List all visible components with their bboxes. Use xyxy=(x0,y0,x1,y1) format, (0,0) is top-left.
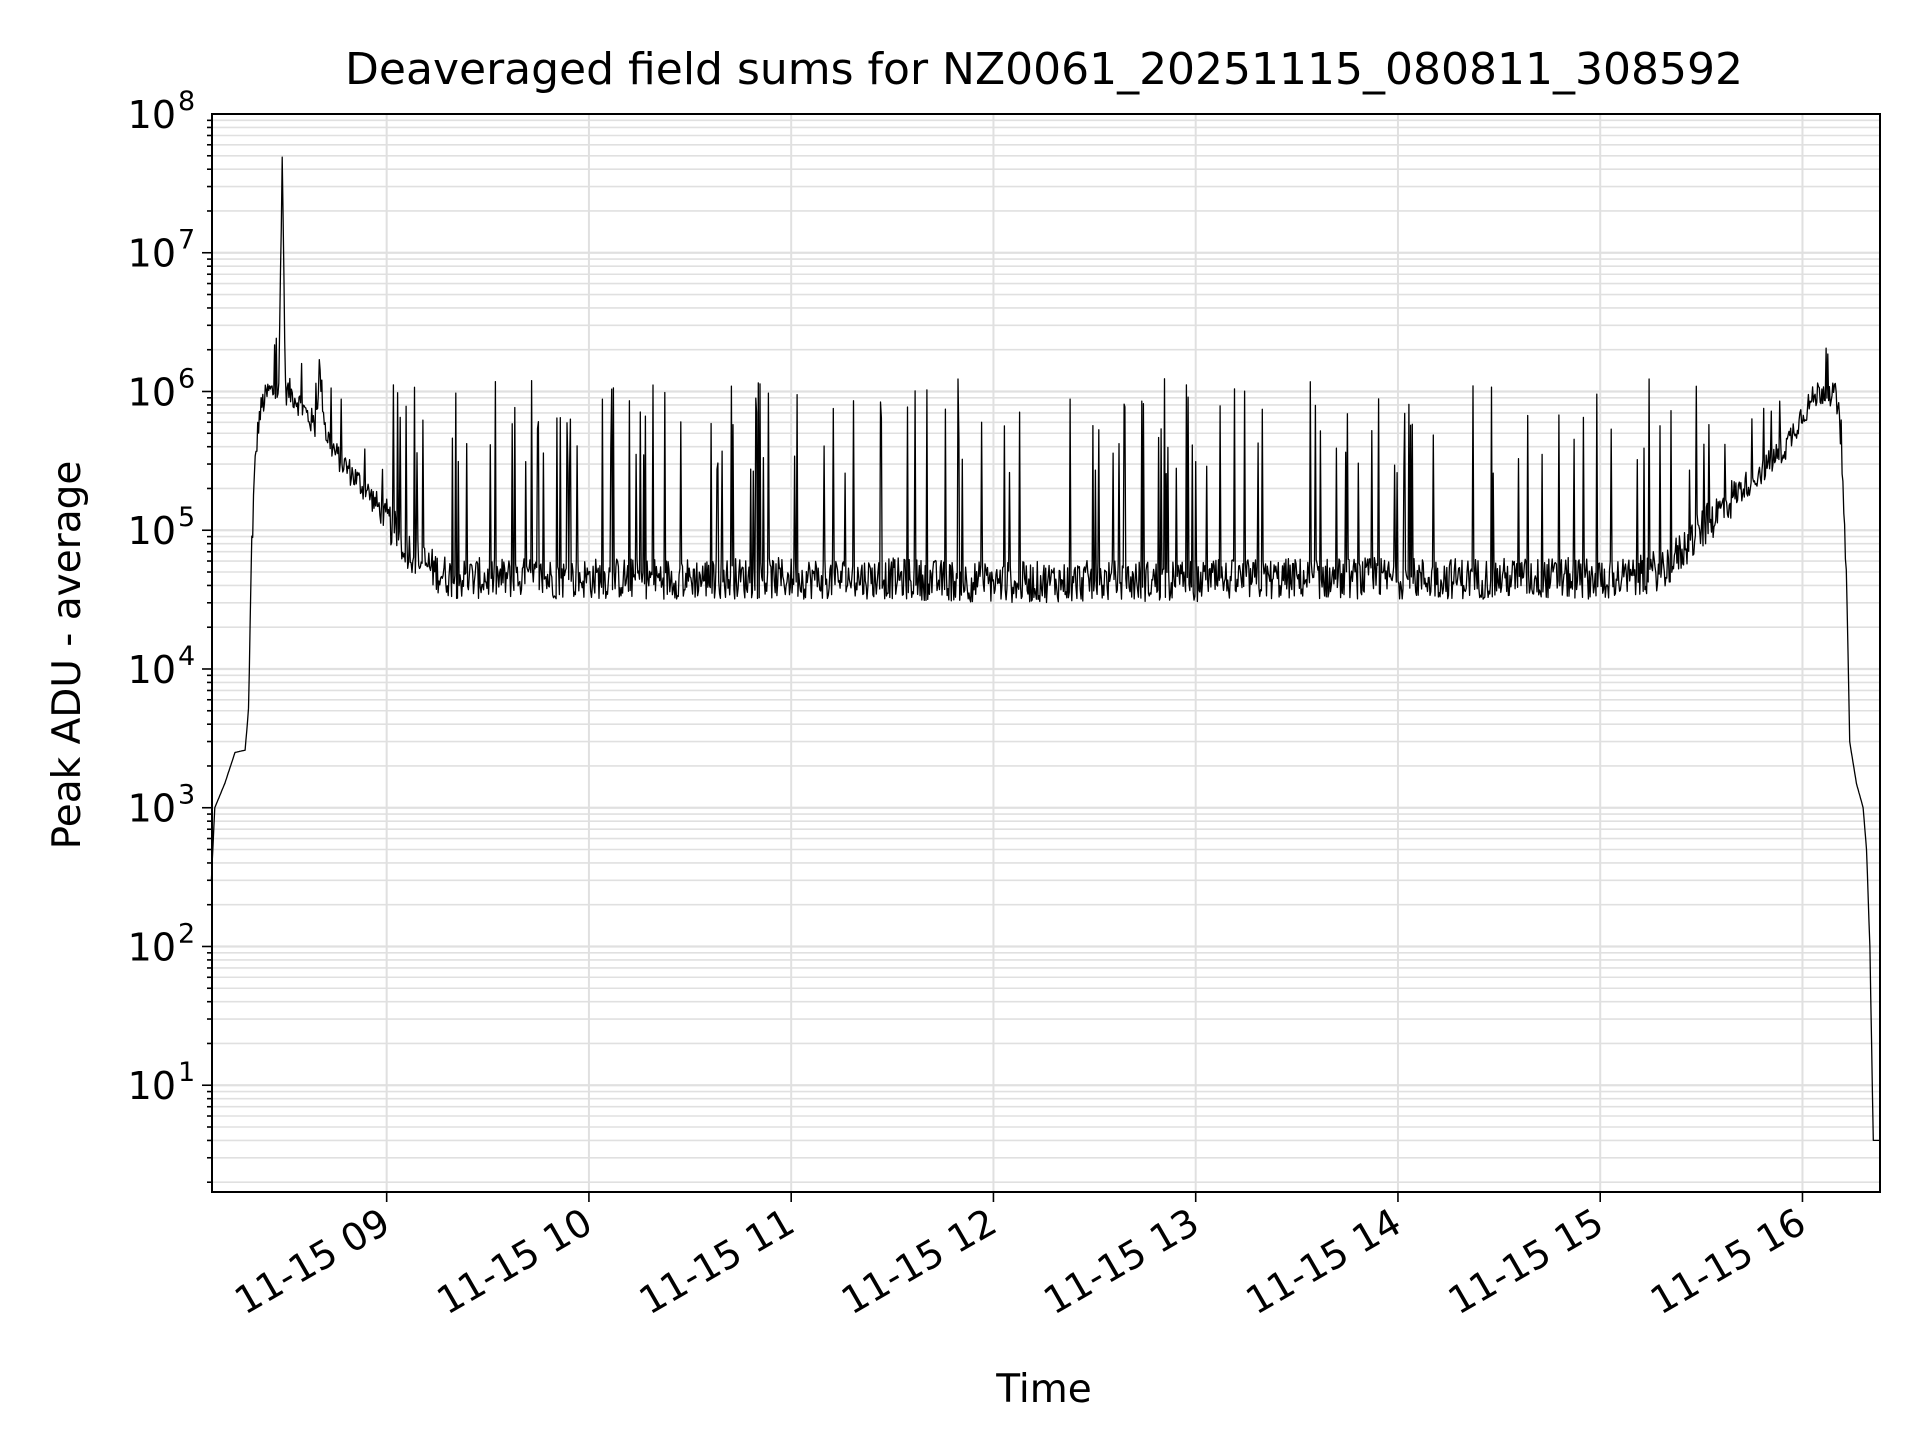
y-tick-base: 10 xyxy=(128,93,176,137)
y-tick-exponent: 3 xyxy=(178,780,195,811)
x-tick-label: 11-15 10 xyxy=(429,1200,599,1324)
y-tick-exponent: 7 xyxy=(178,225,195,256)
y-tick-exponent: 5 xyxy=(178,502,195,533)
y-tick-base: 10 xyxy=(128,509,176,553)
y-tick-base: 10 xyxy=(128,925,176,969)
y-tick-label: 10 8 xyxy=(128,86,196,137)
y-tick-exponent: 6 xyxy=(178,363,195,394)
series-layer xyxy=(210,156,1880,1142)
x-tick-label: 11-15 16 xyxy=(1643,1200,1813,1324)
x-tick-label: 11-15 11 xyxy=(632,1200,802,1324)
x-axis: 11-15 09 11-15 10 11-15 11 11-15 12 11-15 13… xyxy=(227,1192,1813,1323)
y-tick-label: 10 2 xyxy=(128,918,196,969)
y-tick-base: 10 xyxy=(128,370,176,414)
y-tick-label: 10 7 xyxy=(128,225,196,276)
x-tick-label: 11-15 13 xyxy=(1036,1200,1206,1324)
y-tick-base: 10 xyxy=(128,1064,176,1108)
x-tick-label: 11-15 14 xyxy=(1238,1200,1408,1324)
y-tick-exponent: 8 xyxy=(178,86,195,117)
y-tick-label: 10 4 xyxy=(128,641,196,692)
y-tick-exponent: 2 xyxy=(178,918,195,949)
y-tick-label: 10 5 xyxy=(128,502,196,553)
chart-title: Deaveraged field sums for NZ0061_2025111… xyxy=(345,44,1743,95)
x-tick-label: 11-15 12 xyxy=(834,1200,1004,1324)
y-tick-label: 10 1 xyxy=(128,1057,196,1108)
y-tick-label: 10 3 xyxy=(128,780,196,831)
y-tick-exponent: 1 xyxy=(178,1057,195,1088)
y-tick-label: 10 6 xyxy=(128,363,196,414)
y-tick-base: 10 xyxy=(128,648,176,692)
plot-frame xyxy=(211,113,1881,1193)
y-tick-base: 10 xyxy=(128,787,176,831)
series-line xyxy=(210,156,1880,1142)
y-axis-label: Peak ADU - average xyxy=(45,461,90,850)
grid xyxy=(212,114,1880,1192)
x-tick-label: 11-15 15 xyxy=(1441,1200,1611,1324)
y-tick-exponent: 4 xyxy=(178,641,195,672)
x-tick-label: 11-15 09 xyxy=(227,1200,397,1324)
x-axis-label: Time xyxy=(995,1367,1091,1412)
y-tick-base: 10 xyxy=(128,232,176,276)
